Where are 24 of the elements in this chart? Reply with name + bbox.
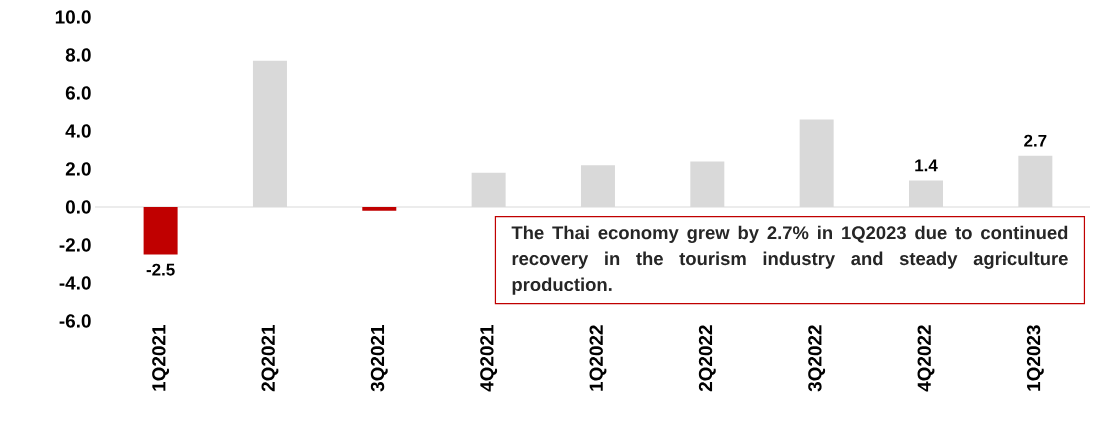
y-tick-label: -6.0 <box>59 314 91 328</box>
x-tick-label: 1Q2023 <box>1026 325 1044 391</box>
x-tick-label: 1Q2022 <box>589 325 607 391</box>
y-tick-label: 6.0 <box>65 86 91 100</box>
y-tick-label: 4.0 <box>65 124 91 138</box>
data-label: 2.7 <box>1024 134 1047 147</box>
y-tick-label: 8.0 <box>65 48 91 62</box>
x-tick-label: 2Q2021 <box>261 325 279 392</box>
y-tick-label: -4.0 <box>59 276 91 290</box>
annotation: The Thai economy grew by 2.7% in 1Q2023 due to continued recovery in the tourism industry and steady agriculture production. <box>511 225 1068 295</box>
x-tick-label: 4Q2022 <box>917 325 935 392</box>
bar <box>143 207 178 255</box>
x-tick-label: 3Q2021 <box>370 325 388 392</box>
y-tick-label: 10.0 <box>55 10 91 24</box>
x-tick-label: 4Q2021 <box>480 325 498 392</box>
data-label: -2.5 <box>146 263 175 276</box>
y-tick-label: 2.0 <box>65 162 91 176</box>
y-tick-label: 0.0 <box>65 200 91 214</box>
x-tick-label: 1Q2021 <box>152 325 170 391</box>
x-tick-label: 2Q2022 <box>698 325 716 392</box>
bar <box>362 207 397 211</box>
y-tick-label: -2.0 <box>59 238 91 252</box>
data-label: 1.4 <box>915 159 938 172</box>
x-tick-label: 3Q2022 <box>808 325 826 392</box>
